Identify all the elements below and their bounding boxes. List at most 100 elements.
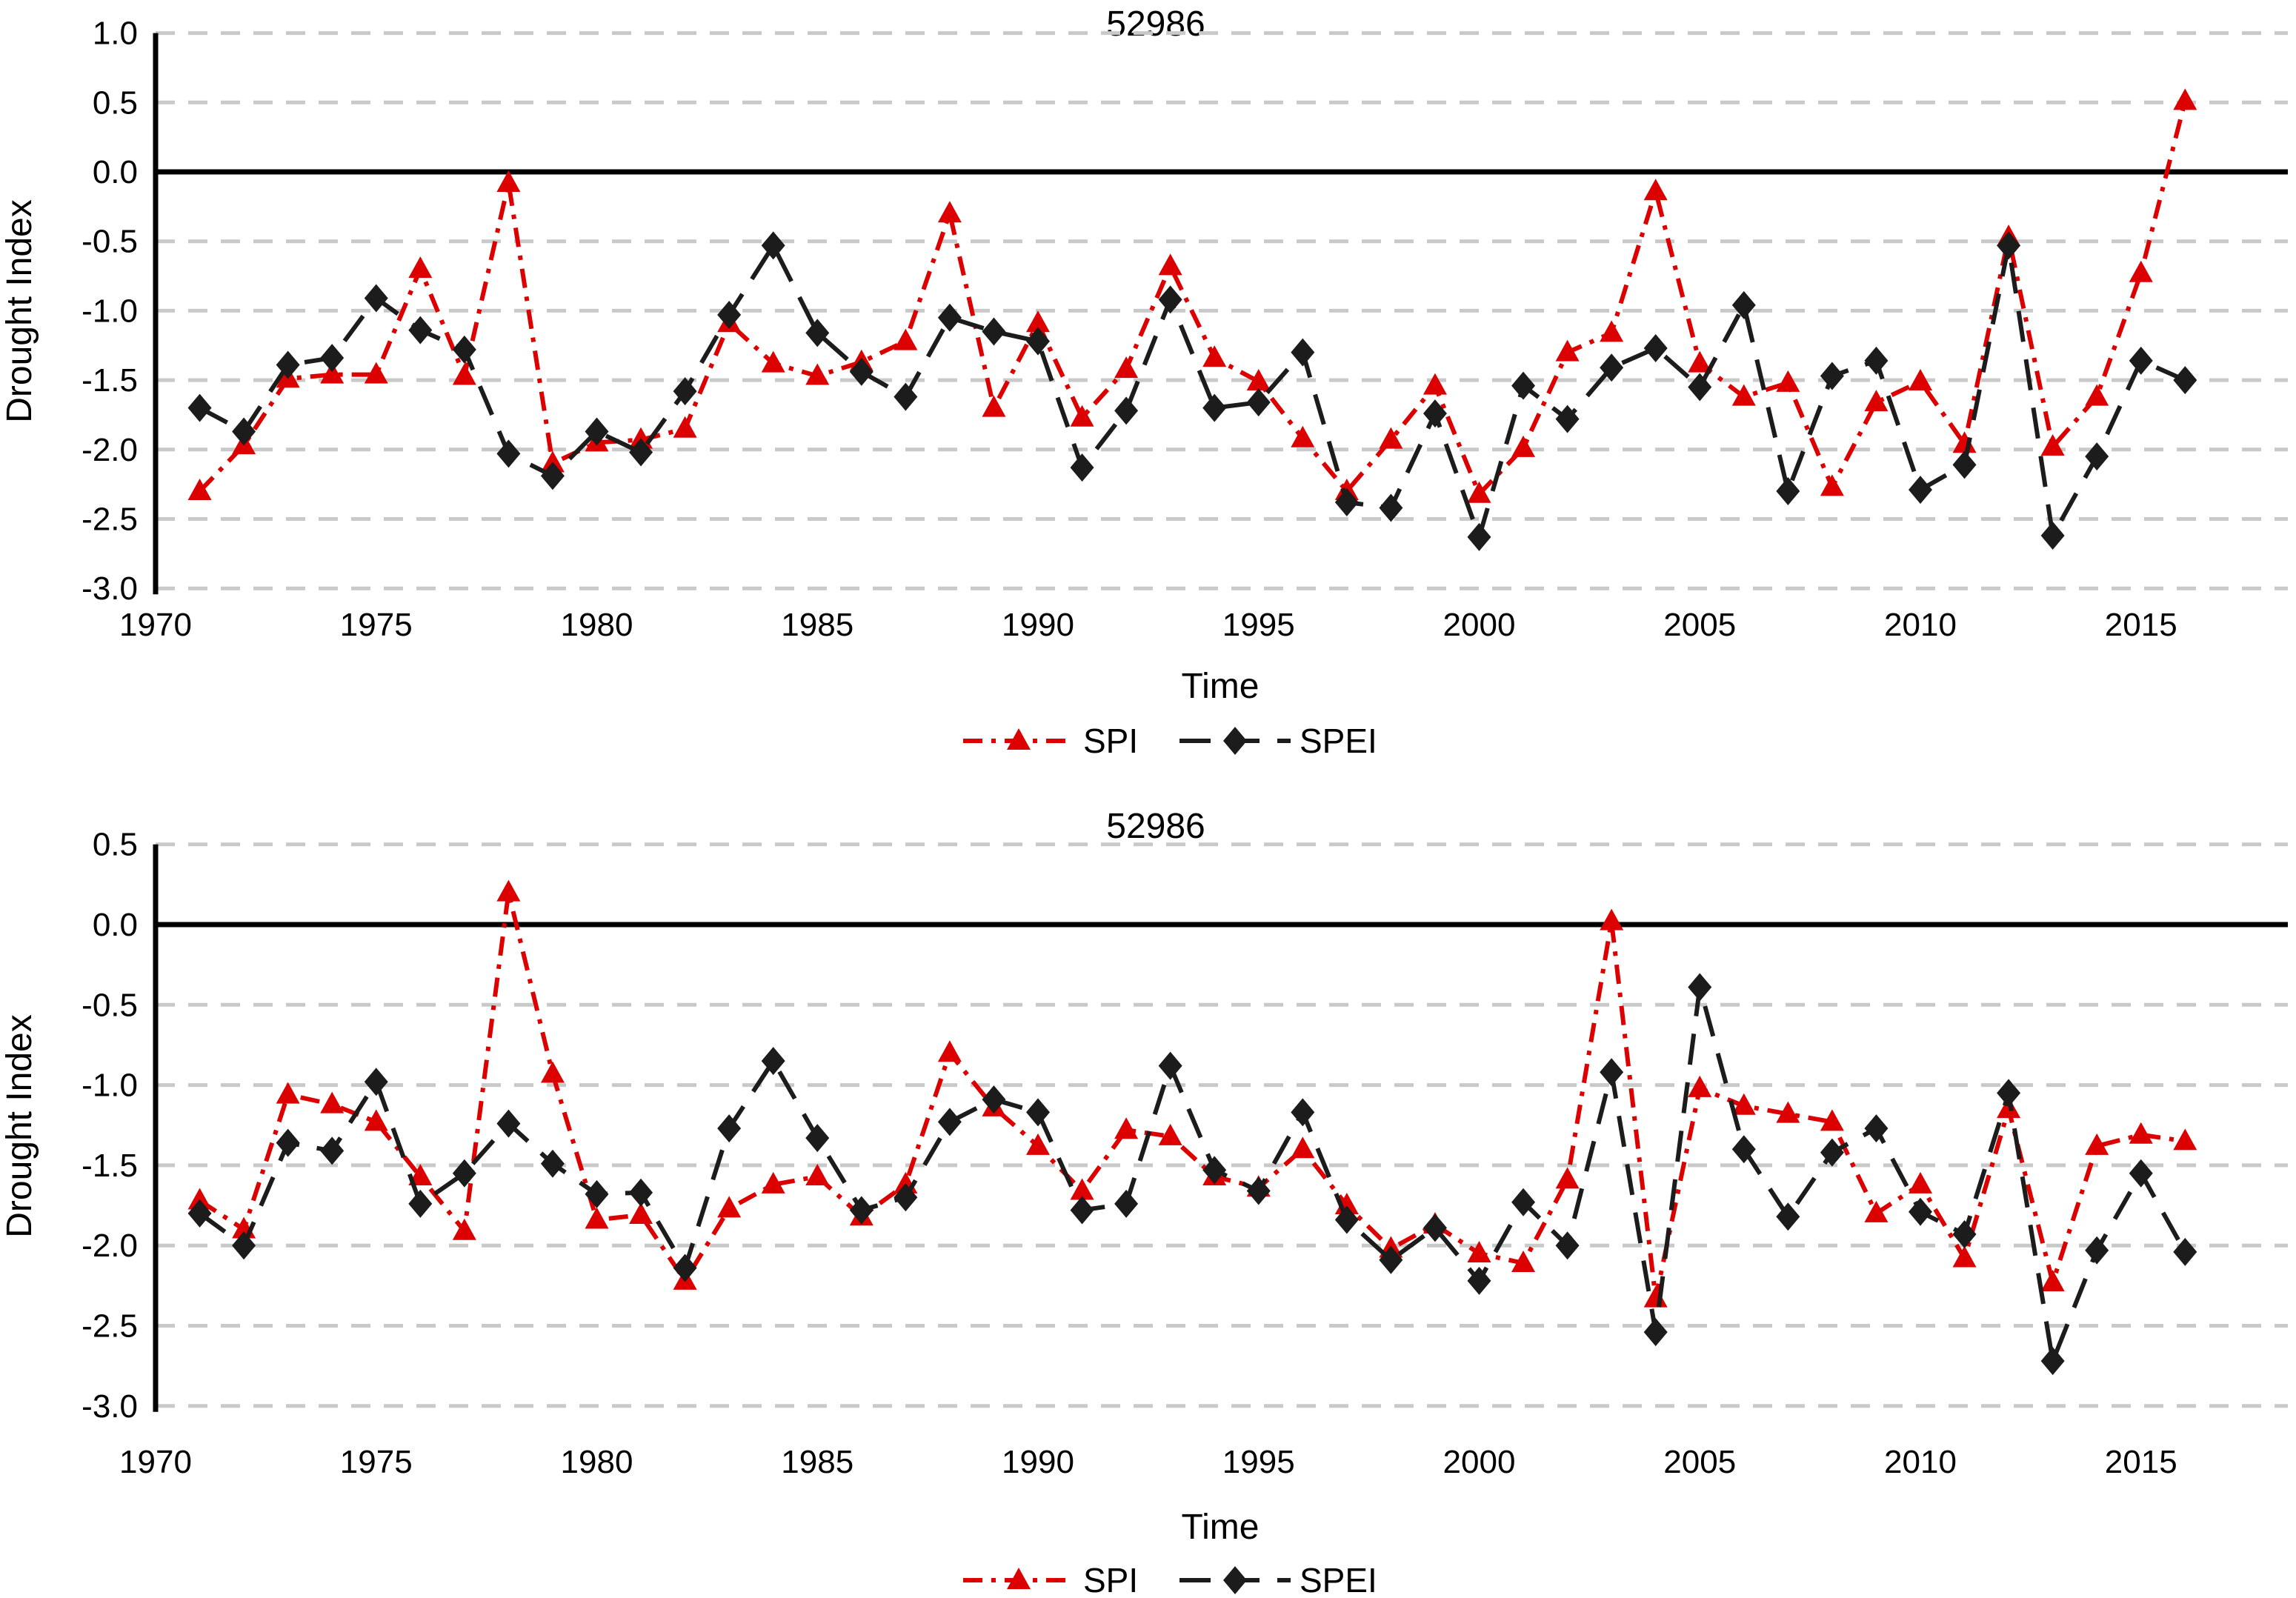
spi-point (1952, 1245, 1977, 1268)
spi-point (496, 170, 521, 192)
spei-point (849, 357, 874, 386)
legend-marker (1223, 1566, 1247, 1594)
spi-point (1026, 1133, 1050, 1155)
spi-point (717, 1196, 742, 1218)
spi-point (1070, 1178, 1094, 1200)
x-tick-label: 1970 (119, 1444, 192, 1480)
spei-point (1291, 1098, 1315, 1127)
spi-point (540, 450, 565, 473)
y-tick-label: -1.0 (81, 1068, 138, 1104)
spi-point (1776, 370, 1800, 392)
x-tick-label: 2000 (1443, 1444, 1516, 1480)
spei-point (276, 1128, 300, 1157)
spi-point (982, 395, 1006, 417)
spei-point (1688, 973, 1712, 1002)
spei-point (1555, 405, 1580, 433)
x-axis-label: Time (1182, 1508, 1260, 1547)
spei-point (849, 1196, 874, 1225)
spi-point (1291, 1136, 1315, 1159)
spi-point (2173, 88, 2197, 110)
spei-point (805, 319, 830, 347)
spei-point (452, 335, 476, 364)
spi-markers (187, 88, 2197, 503)
spei-point (585, 1179, 609, 1208)
spei-line (198, 986, 2187, 1370)
spei-point (540, 462, 565, 490)
spei-point (1158, 285, 1182, 314)
spi-point (1026, 310, 1050, 333)
spei-point (187, 393, 212, 422)
spi-point (1114, 1117, 1139, 1139)
spei-point (1820, 362, 1844, 390)
spei-point (1600, 1058, 1624, 1087)
spei-point (2085, 442, 2109, 471)
legend-key-spei (1179, 1566, 1291, 1594)
chart-canvas-top: 52986 Drought Index 1.0 0.5 0.0 -0.5 -1.0 -1.… (0, 4, 2288, 760)
spi-line (198, 100, 2188, 499)
x-tick-label: 1995 (1222, 607, 1295, 643)
spei-point (1643, 1318, 1668, 1347)
spi-point (408, 1164, 433, 1186)
legend-marker (1007, 728, 1031, 750)
spei-line (199, 241, 2186, 545)
y-tick-label: 0.0 (93, 907, 138, 943)
spi-point (540, 1061, 565, 1083)
spei-point (496, 1109, 521, 1138)
y-tick-label: -3.0 (81, 570, 138, 607)
y-axis-label: Drought Index (0, 199, 39, 423)
spi-point (1422, 373, 1447, 395)
spi-point (1909, 1171, 1932, 1193)
spi-point (761, 1171, 785, 1193)
spei-point (2173, 1237, 2197, 1266)
spei-point (1070, 1196, 1094, 1225)
plot-area: 0.5 0.0 -0.5 -1.0 -1.5 -2.0 -2.5 -3.0 1970 1975 19… (81, 827, 2288, 1480)
spei-point (629, 438, 653, 467)
spei-point (1511, 371, 1536, 400)
spei-point (761, 231, 785, 260)
spi-point (805, 363, 830, 385)
spi-point (1731, 1093, 1756, 1115)
spi-point (2129, 1122, 2153, 1144)
spi-point (1467, 1241, 1491, 1263)
spei-point (364, 1068, 388, 1096)
spi-point (1467, 481, 1491, 503)
spi-point (1997, 1096, 2021, 1119)
spei-point (2129, 346, 2153, 375)
spei-point (1864, 346, 1889, 375)
spi-point (805, 1164, 830, 1186)
spei-point (1379, 493, 1403, 522)
spi-point (2085, 384, 2109, 406)
spei-point (1909, 1197, 1932, 1226)
x-axis-label: Time (1182, 667, 1260, 706)
spi-point (187, 479, 212, 501)
x-tick-label: 2010 (1884, 607, 1957, 643)
spei-point (585, 417, 609, 446)
x-tick-label: 1980 (561, 1444, 633, 1480)
spei-point (982, 317, 1006, 346)
y-tick-label: 1.0 (93, 16, 138, 52)
spei-point (1026, 1098, 1050, 1127)
spi-point (1688, 1075, 1712, 1097)
spei-point (673, 377, 697, 406)
legend: SPI SPEI (963, 1561, 1377, 1598)
spei-point (1952, 450, 1977, 479)
y-tick-label: -0.5 (81, 987, 138, 1023)
legend-label-spi: SPI (1083, 1561, 1138, 1598)
spei-point (1026, 327, 1050, 356)
spi-point (1688, 350, 1712, 373)
y-tick-label: -1.5 (81, 362, 138, 399)
x-tick-label: 1985 (781, 1444, 853, 1480)
spi-point (1379, 427, 1403, 449)
spi-point (2040, 434, 2065, 456)
x-tick-label: 1990 (1002, 1444, 1074, 1480)
spi-point (937, 1040, 962, 1062)
x-tick-label: 1970 (119, 607, 192, 643)
chart-title: 52986 (1106, 4, 1205, 44)
x-tick-label: 2005 (1663, 607, 1736, 643)
spi-point (2085, 1133, 2109, 1155)
legend-marker (1007, 1568, 1031, 1589)
spi-point (2129, 260, 2153, 282)
spi-point (364, 1109, 388, 1131)
spei-point (1688, 373, 1712, 402)
x-tick-label: 2005 (1663, 1444, 1736, 1480)
